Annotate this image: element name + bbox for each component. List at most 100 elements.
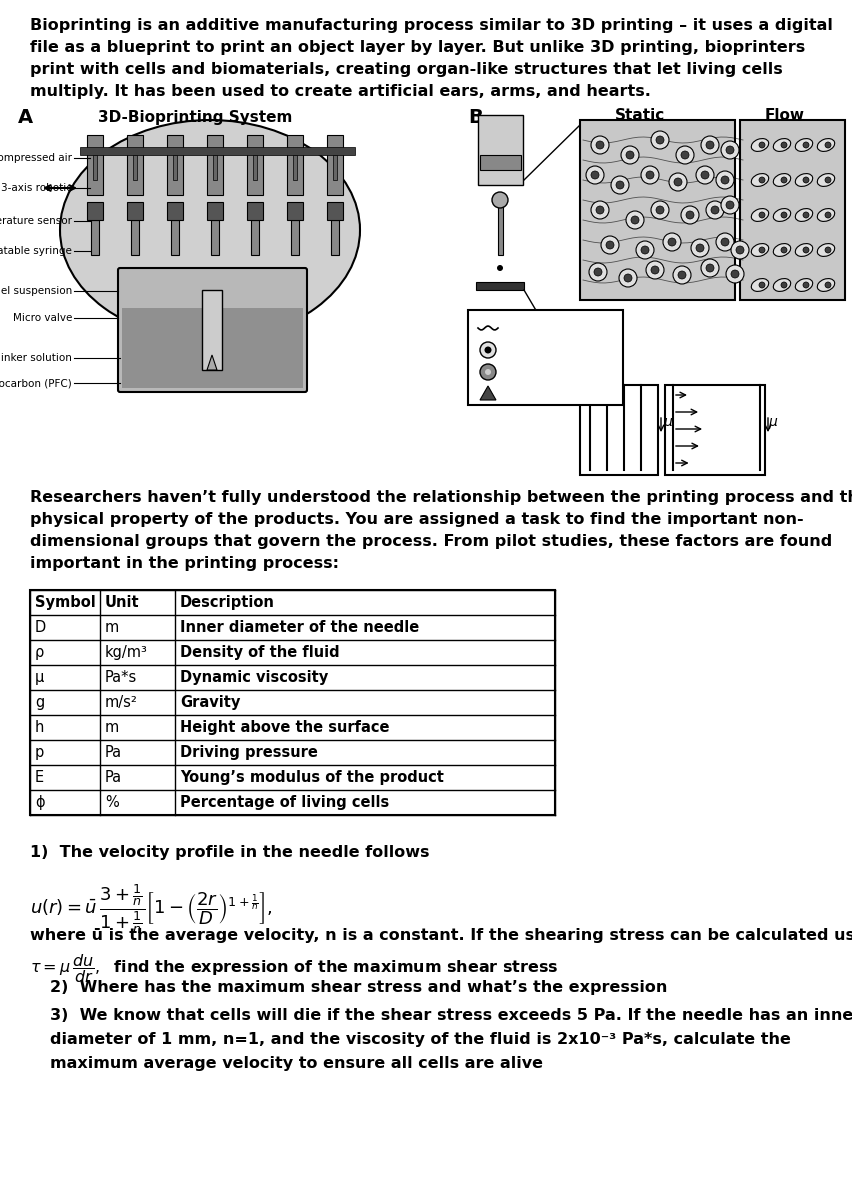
Ellipse shape [773, 138, 790, 151]
Text: 1)  The velocity profile in the needle follows: 1) The velocity profile in the needle fo… [30, 845, 429, 860]
Text: important in the printing process:: important in the printing process: [30, 556, 338, 571]
Circle shape [645, 170, 653, 179]
Circle shape [589, 263, 607, 281]
Bar [475, 282, 523, 290]
Bar [579, 385, 657, 475]
Bar [331, 220, 338, 254]
Circle shape [711, 206, 718, 214]
Circle shape [735, 246, 743, 254]
Text: 3-axis robotic: 3-axis robotic [1, 182, 72, 193]
Bar [292, 155, 296, 180]
Circle shape [725, 200, 733, 209]
Circle shape [705, 200, 723, 218]
Bar [579, 120, 734, 300]
Circle shape [780, 176, 786, 182]
Bar [326, 134, 343, 194]
Circle shape [758, 142, 764, 148]
Bar [87, 134, 103, 194]
Circle shape [802, 247, 808, 253]
Text: Perfluorocarbon (PFC): Perfluorocarbon (PFC) [0, 378, 72, 388]
Ellipse shape [816, 138, 834, 151]
FancyBboxPatch shape [118, 268, 307, 392]
Circle shape [715, 233, 733, 251]
Bar [210, 220, 219, 254]
Text: dimensional groups that govern the process. From pilot studies, these factors ar: dimensional groups that govern the proce… [30, 534, 832, 550]
Ellipse shape [773, 278, 790, 292]
Circle shape [715, 170, 733, 188]
Circle shape [802, 282, 808, 288]
Text: Young’s modulus of the product: Young’s modulus of the product [180, 770, 443, 785]
Text: m: m [105, 720, 119, 734]
Circle shape [624, 274, 631, 282]
Circle shape [824, 247, 830, 253]
Bar [91, 220, 99, 254]
Text: Gravity: Gravity [180, 695, 240, 710]
Text: Dead cell: Dead cell [504, 390, 563, 403]
Text: Researchers haven’t fully understood the relationship between the printing proce: Researchers haven’t fully understood the… [30, 490, 852, 505]
Ellipse shape [794, 138, 812, 151]
Circle shape [680, 151, 688, 158]
Bar [253, 155, 256, 180]
Circle shape [780, 282, 786, 288]
Text: Description: Description [180, 595, 274, 610]
Bar [87, 202, 103, 220]
Bar [213, 155, 216, 180]
Text: $u(r) = \bar{u}\,\dfrac{3+\frac{1}{n}}{1+\frac{1}{n}}\left[1-\left(\dfrac{2r}{D}: $u(r) = \bar{u}\,\dfrac{3+\frac{1}{n}}{1… [30, 883, 273, 936]
Circle shape [730, 241, 748, 259]
Text: 3)  We know that cells will die if the shear stress exceeds 5 Pa. If the needle : 3) We know that cells will die if the sh… [50, 1008, 852, 1022]
Text: Monomer: Monomer [504, 324, 563, 337]
Text: print with cells and biomaterials, creating organ-like structures that let livin: print with cells and biomaterials, creat… [30, 62, 782, 77]
Text: Inner diameter of the needle: Inner diameter of the needle [180, 620, 419, 635]
Ellipse shape [751, 209, 768, 222]
Bar [480, 155, 521, 170]
Text: multiply. It has been used to create artificial ears, arms, and hearts.: multiply. It has been used to create art… [30, 84, 650, 98]
Text: Pa: Pa [105, 770, 122, 785]
Circle shape [590, 136, 608, 154]
Circle shape [485, 370, 491, 374]
Text: Pa: Pa [105, 745, 122, 760]
Bar [247, 202, 262, 220]
Text: Unit: Unit [105, 595, 140, 610]
Bar [127, 134, 143, 194]
Ellipse shape [794, 174, 812, 186]
Circle shape [650, 266, 659, 274]
Bar [170, 220, 179, 254]
Circle shape [680, 206, 698, 224]
Circle shape [672, 266, 690, 284]
Text: ρ: ρ [35, 646, 44, 660]
Ellipse shape [816, 209, 834, 222]
Text: Static: Static [614, 108, 665, 122]
Bar [30, 590, 555, 614]
Bar [291, 220, 299, 254]
Ellipse shape [773, 244, 790, 257]
Text: maximum average velocity to ensure all cells are alive: maximum average velocity to ensure all c… [50, 1056, 543, 1070]
Circle shape [685, 211, 694, 218]
Bar [122, 308, 302, 388]
Circle shape [675, 146, 694, 164]
Ellipse shape [816, 244, 834, 257]
Bar [167, 134, 183, 194]
Circle shape [645, 260, 663, 278]
Bar [30, 590, 555, 815]
Circle shape [780, 142, 786, 148]
Text: D: D [35, 620, 46, 635]
Circle shape [705, 264, 713, 272]
Circle shape [780, 212, 786, 218]
Bar [740, 120, 844, 300]
Text: Dynamic viscosity: Dynamic viscosity [180, 670, 328, 685]
Text: μ: μ [35, 670, 44, 685]
Bar [286, 202, 302, 220]
Circle shape [720, 238, 728, 246]
Text: Flow: Flow [764, 108, 804, 122]
Circle shape [673, 178, 682, 186]
Circle shape [780, 247, 786, 253]
Bar [93, 155, 97, 180]
Circle shape [650, 131, 668, 149]
Text: Symbol: Symbol [35, 595, 95, 610]
Circle shape [497, 265, 503, 271]
Circle shape [585, 166, 603, 184]
Bar [127, 202, 143, 220]
Polygon shape [480, 386, 495, 400]
Text: Pa*s: Pa*s [105, 670, 137, 685]
Text: 3D-Bioprinting System: 3D-Bioprinting System [98, 110, 292, 125]
